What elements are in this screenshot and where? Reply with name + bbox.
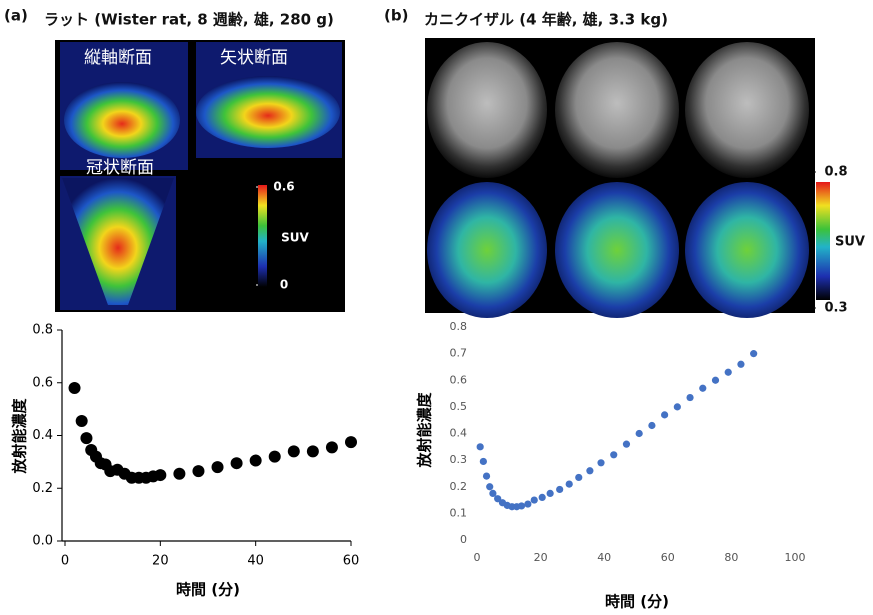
data-point	[531, 496, 538, 503]
data-point	[192, 465, 204, 477]
data-point	[556, 486, 563, 493]
data-point	[750, 350, 757, 357]
x-tick-label: 40	[247, 554, 264, 569]
panel-label: (a)	[4, 7, 28, 25]
y-tick-label: 0.2	[450, 480, 468, 493]
colorbar-tick-label: 0.3	[824, 301, 847, 316]
mri-image	[427, 42, 547, 178]
data-point	[610, 451, 617, 458]
y-tick-label: 0.0	[32, 534, 53, 549]
data-point	[483, 473, 490, 480]
pet-image	[555, 182, 679, 318]
data-point	[345, 436, 357, 448]
data-point	[661, 411, 668, 418]
colorbar-label: SUV	[835, 235, 865, 250]
mri-image	[555, 42, 679, 178]
data-point	[699, 385, 706, 392]
data-point	[586, 467, 593, 474]
data-point	[80, 432, 92, 444]
data-point	[269, 451, 281, 463]
x-tick-label: 20	[152, 554, 169, 569]
data-point	[477, 443, 484, 450]
x-tick-label: 80	[724, 551, 738, 564]
y-axis-label: 放射能濃度	[11, 398, 29, 475]
data-point	[648, 422, 655, 429]
data-point	[686, 394, 693, 401]
x-tick-label: 100	[785, 551, 806, 564]
data-point	[547, 490, 554, 497]
data-point	[518, 502, 525, 509]
y-tick-label: 0.5	[450, 400, 468, 413]
colorbar-tick-label: 0.8	[824, 165, 847, 180]
y-tick-label: 0	[460, 533, 467, 546]
axial-pet	[64, 82, 180, 158]
view-label: 縦軸断面	[84, 48, 152, 68]
y-tick-label: 0.1	[450, 506, 468, 519]
data-point	[597, 459, 604, 466]
view-label: 冠状断面	[86, 158, 154, 178]
x-tick-label: 60	[661, 551, 675, 564]
sagittal-pet	[196, 76, 340, 148]
pet-image	[427, 182, 547, 318]
y-tick-label: 0.7	[450, 347, 468, 360]
data-point	[231, 457, 243, 469]
data-point	[575, 474, 582, 481]
pet-image	[685, 182, 809, 318]
data-point	[524, 500, 531, 507]
data-point	[69, 382, 81, 394]
data-point	[480, 458, 487, 465]
y-tick-label: 0.4	[32, 428, 53, 443]
x-tick-label: 20	[534, 551, 548, 564]
data-point	[288, 445, 300, 457]
y-tick-label: 0.8	[32, 323, 53, 338]
x-tick-label: 60	[343, 554, 360, 569]
data-point	[725, 369, 732, 376]
data-point	[173, 468, 185, 480]
panel-title: カニクイザル (4 年齢, 雄, 3.3 kg)	[424, 11, 668, 29]
x-tick-label: 40	[597, 551, 611, 564]
view-label: 矢状断面	[220, 48, 288, 68]
data-point	[623, 441, 630, 448]
data-point	[326, 441, 338, 453]
y-tick-label: 0.4	[450, 427, 468, 440]
panel-title: ラット (Wister rat, 8 週齢, 雄, 280 g)	[44, 11, 334, 29]
panel-label: (b)	[384, 7, 408, 25]
x-axis-label: 時間 (分)	[605, 593, 669, 611]
y-tick-label: 0.6	[450, 373, 468, 386]
data-point	[539, 494, 546, 501]
y-axis-label: 放射能濃度	[416, 392, 434, 469]
x-axis-label: 時間 (分)	[176, 581, 240, 599]
data-point	[76, 415, 88, 427]
figure: (a) ラット (Wister rat, 8 週齢, 雄, 280 g) 縦軸断…	[0, 0, 873, 615]
colorbar-label: SUV	[281, 231, 309, 245]
data-point	[486, 483, 493, 490]
colorbar	[258, 185, 267, 287]
colorbar-tick-label: 0.6	[273, 180, 294, 194]
y-tick-label: 0.8	[450, 320, 468, 333]
data-point	[712, 377, 719, 384]
data-point	[154, 469, 166, 481]
mri-image	[685, 42, 809, 178]
data-point	[566, 480, 573, 487]
colorbar	[816, 182, 830, 300]
y-tick-label: 0.2	[32, 481, 53, 496]
data-point	[212, 461, 224, 473]
y-tick-label: 0.6	[32, 375, 53, 390]
data-point	[737, 361, 744, 368]
colorbar-tick-label: 0	[280, 278, 288, 292]
data-point	[250, 455, 262, 467]
x-tick-label: 0	[61, 554, 69, 569]
data-point	[636, 430, 643, 437]
data-point	[674, 403, 681, 410]
data-point	[307, 445, 319, 457]
y-tick-label: 0.3	[450, 453, 468, 466]
x-tick-label: 0	[474, 551, 481, 564]
